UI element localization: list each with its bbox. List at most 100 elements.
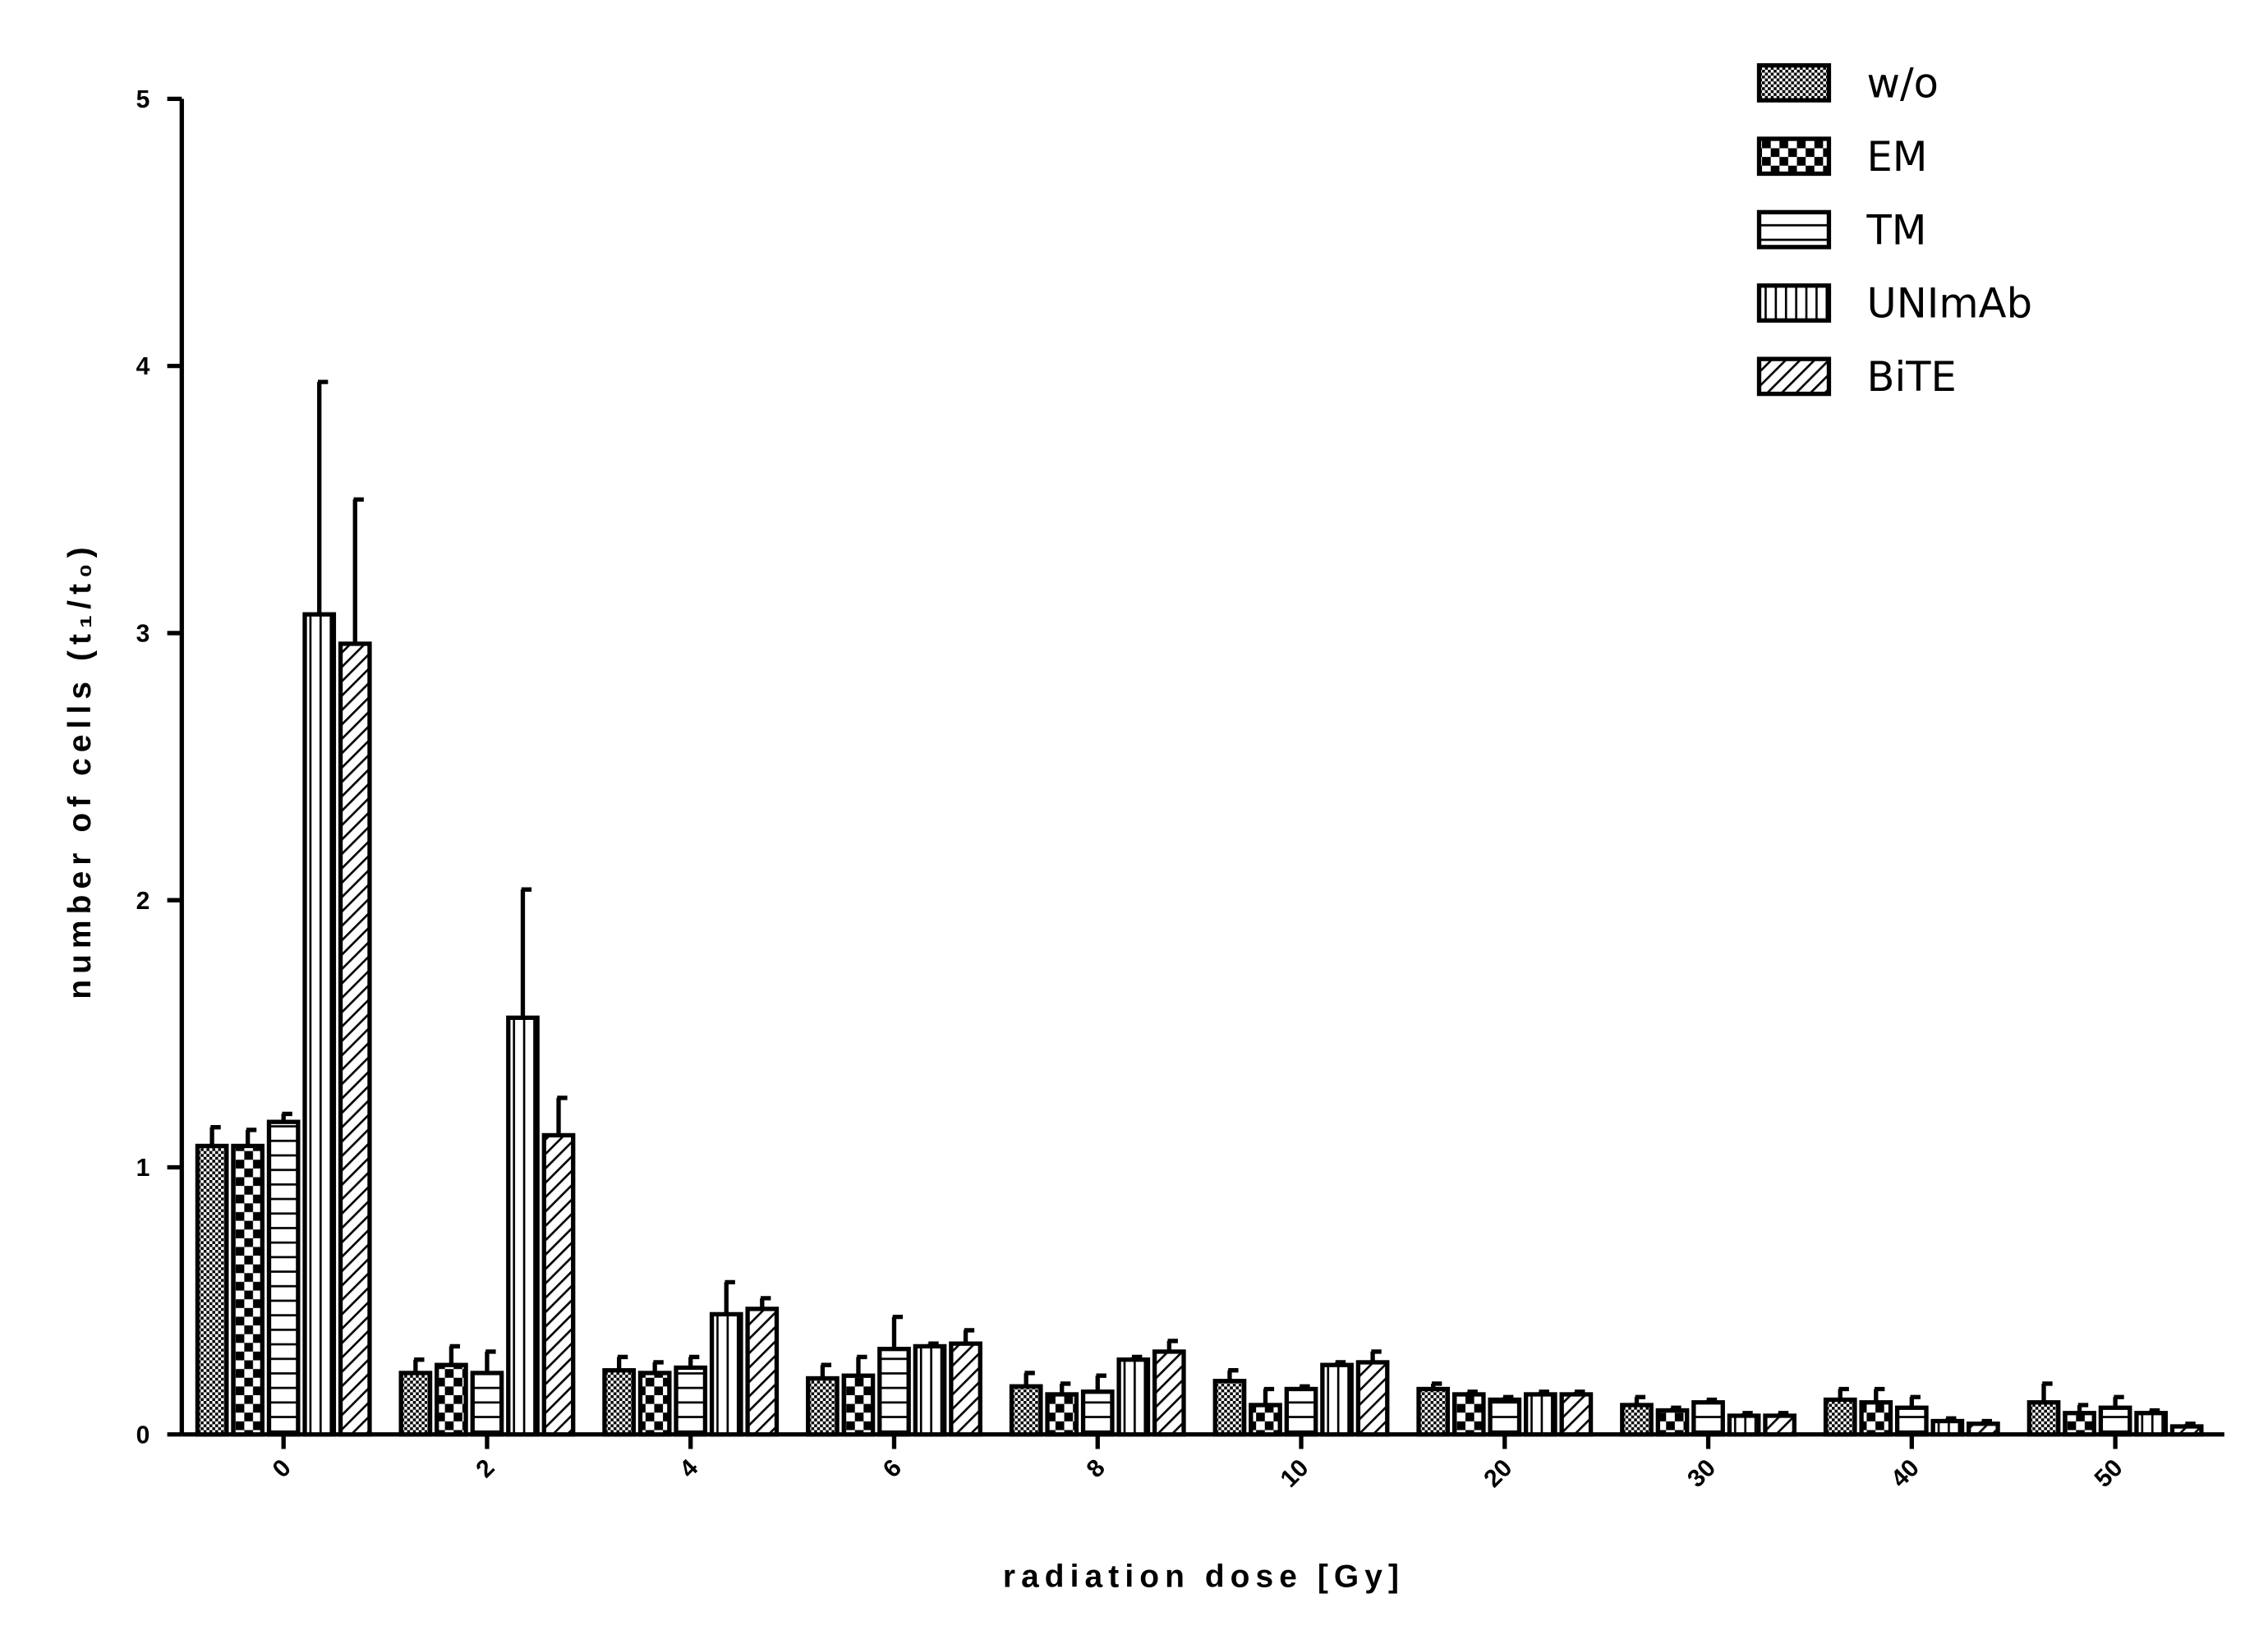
error-bar bbox=[724, 1279, 735, 1315]
legend-label: BiTE bbox=[1866, 353, 1956, 401]
error-bar bbox=[2148, 1408, 2160, 1413]
error-bar bbox=[2184, 1421, 2196, 1427]
error-bar bbox=[1574, 1389, 1585, 1394]
bar bbox=[1009, 1384, 1043, 1437]
legend-swatch bbox=[1756, 209, 1832, 250]
error-bar bbox=[820, 1362, 832, 1379]
bar bbox=[2098, 1405, 2132, 1437]
error-bar bbox=[317, 379, 329, 615]
bar bbox=[602, 1368, 636, 1437]
error-bar bbox=[1131, 1354, 1143, 1360]
bar bbox=[1045, 1392, 1079, 1437]
error-bar bbox=[1466, 1389, 1478, 1394]
x-tick-label: 40 bbox=[1886, 1454, 1925, 1493]
y-tick-label: 5 bbox=[136, 86, 150, 113]
error-bar bbox=[652, 1360, 664, 1373]
bar bbox=[1451, 1392, 1486, 1437]
bar bbox=[841, 1373, 876, 1437]
error-bar bbox=[520, 887, 532, 1018]
bar bbox=[231, 1143, 265, 1437]
error-bar bbox=[1095, 1373, 1106, 1392]
bar bbox=[1355, 1360, 1390, 1437]
bar bbox=[1655, 1408, 1690, 1437]
error-bar bbox=[1705, 1397, 1718, 1403]
error-bar bbox=[485, 1349, 496, 1373]
bar bbox=[745, 1307, 780, 1437]
error-bar bbox=[1060, 1381, 1071, 1394]
error-bar bbox=[1874, 1386, 1885, 1403]
bar bbox=[1691, 1400, 1725, 1437]
x-tick-label: 10 bbox=[1276, 1454, 1314, 1493]
bar bbox=[913, 1343, 947, 1437]
x-tick-label: 4 bbox=[674, 1454, 703, 1483]
legend-swatch bbox=[1756, 62, 1832, 103]
legend-label: TM bbox=[1865, 206, 1926, 254]
bar bbox=[195, 1143, 229, 1437]
error-bar bbox=[556, 1095, 568, 1136]
y-tick-label: 1 bbox=[136, 1155, 150, 1182]
bar bbox=[806, 1376, 840, 1437]
bar bbox=[470, 1371, 504, 1437]
bar bbox=[1930, 1418, 1965, 1437]
error-bar bbox=[1227, 1368, 1239, 1381]
x-tick-label: 20 bbox=[1479, 1454, 1517, 1493]
bar bbox=[541, 1132, 576, 1437]
bar bbox=[435, 1362, 468, 1437]
bar bbox=[1620, 1403, 1654, 1437]
legend-label: UNImAb bbox=[1866, 280, 2032, 328]
bar bbox=[1116, 1357, 1151, 1437]
bar bbox=[1416, 1386, 1451, 1437]
bar bbox=[1284, 1386, 1318, 1437]
error-bar bbox=[1670, 1405, 1681, 1411]
error-bar bbox=[245, 1128, 257, 1146]
bar bbox=[2063, 1411, 2096, 1437]
bar bbox=[398, 1371, 433, 1437]
bar bbox=[1152, 1349, 1186, 1437]
bar bbox=[1320, 1362, 1354, 1437]
error-bar bbox=[413, 1357, 425, 1373]
bar bbox=[1967, 1421, 2000, 1437]
error-bar bbox=[891, 1314, 904, 1349]
bar bbox=[506, 1015, 540, 1437]
error-bar bbox=[2077, 1403, 2089, 1413]
error-bar bbox=[209, 1125, 221, 1146]
x-tick-label: 2 bbox=[471, 1454, 499, 1483]
y-tick-label: 0 bbox=[136, 1421, 150, 1449]
error-bar bbox=[1538, 1389, 1549, 1394]
bar bbox=[949, 1341, 982, 1437]
bar bbox=[637, 1371, 672, 1437]
error-bar bbox=[1299, 1384, 1310, 1389]
bar bbox=[1823, 1397, 1857, 1437]
error-bar bbox=[281, 1111, 292, 1123]
bar bbox=[1523, 1392, 1557, 1437]
x-tick-label: 30 bbox=[1682, 1454, 1721, 1493]
bar bbox=[709, 1311, 743, 1437]
error-bar bbox=[1263, 1386, 1275, 1405]
legend-swatch bbox=[1756, 283, 1832, 323]
bar bbox=[1488, 1397, 1522, 1437]
error-bar bbox=[1909, 1394, 1921, 1408]
error-bar bbox=[1502, 1394, 1514, 1400]
y-tick-label: 2 bbox=[136, 888, 150, 915]
bar bbox=[1859, 1400, 1893, 1437]
error-bar bbox=[1945, 1416, 1957, 1421]
error-bar bbox=[760, 1296, 771, 1309]
bar bbox=[266, 1119, 301, 1437]
bar bbox=[877, 1347, 911, 1437]
x-tick-label: 50 bbox=[2090, 1454, 2128, 1493]
error-bar bbox=[1634, 1394, 1646, 1405]
error-bar bbox=[856, 1354, 867, 1376]
x-tick-label: 0 bbox=[268, 1454, 297, 1483]
error-bar bbox=[1980, 1418, 1993, 1424]
error-bar bbox=[1166, 1339, 1178, 1352]
y-axis-title: number of cells (t₁/t₀) bbox=[62, 541, 98, 999]
error-bar bbox=[352, 497, 364, 644]
error-bar bbox=[1024, 1371, 1035, 1387]
y-tick-label: 4 bbox=[136, 353, 150, 380]
bar bbox=[1727, 1413, 1761, 1437]
bar bbox=[338, 641, 372, 1437]
error-bar bbox=[1838, 1386, 1849, 1400]
error-bar bbox=[1431, 1381, 1442, 1389]
bar bbox=[1080, 1389, 1115, 1437]
